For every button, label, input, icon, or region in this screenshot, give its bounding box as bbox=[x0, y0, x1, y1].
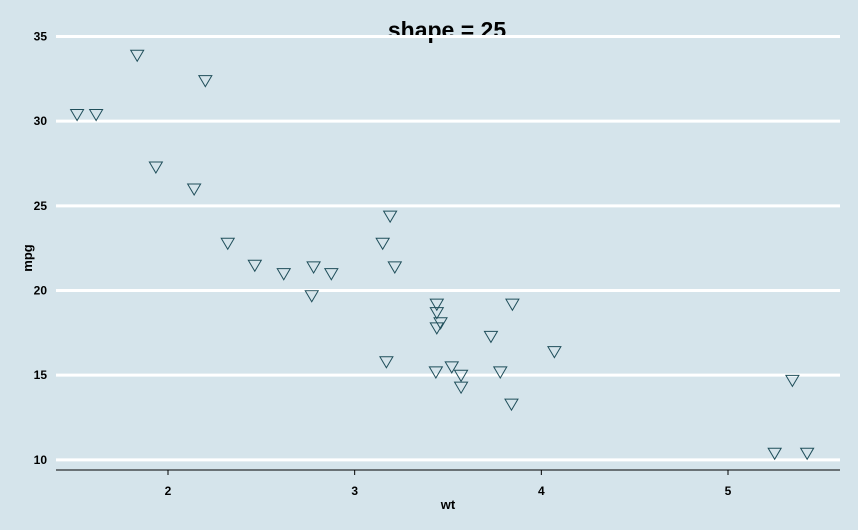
data-point-11 bbox=[547, 346, 562, 359]
data-point-7 bbox=[382, 210, 398, 224]
data-point-3 bbox=[387, 261, 403, 274]
data-point-25 bbox=[148, 161, 164, 175]
data-point-6 bbox=[453, 381, 469, 395]
data-point-22 bbox=[428, 366, 444, 379]
data-point-28 bbox=[379, 356, 394, 369]
x-tick-label-4: 4 bbox=[538, 484, 545, 498]
y-tick-label-35: 35 bbox=[34, 29, 48, 43]
y-axis-title: mpg bbox=[20, 244, 35, 272]
y-tick-label-10: 10 bbox=[34, 453, 48, 467]
data-point-29 bbox=[304, 290, 320, 303]
data-point-2 bbox=[220, 237, 236, 251]
data-point-17 bbox=[197, 75, 213, 88]
data-point-20 bbox=[247, 259, 263, 273]
y-tick-label-20: 20 bbox=[34, 283, 48, 297]
data-point-23 bbox=[504, 398, 519, 412]
x-axis-title: wt bbox=[440, 497, 456, 512]
data-point-9 bbox=[429, 298, 445, 312]
data-point-4 bbox=[429, 307, 445, 320]
data-point-15 bbox=[799, 447, 815, 461]
y-tick-label-15: 15 bbox=[34, 368, 48, 382]
data-point-31 bbox=[306, 261, 321, 274]
data-point-19 bbox=[129, 49, 145, 63]
data-point-12 bbox=[483, 330, 499, 344]
y-tick-label-30: 30 bbox=[34, 114, 48, 128]
data-point-18 bbox=[88, 108, 104, 122]
data-point-13 bbox=[492, 366, 508, 379]
data-points bbox=[69, 49, 815, 461]
data-point-8 bbox=[375, 237, 391, 251]
data-point-0 bbox=[276, 268, 292, 281]
data-point-1 bbox=[323, 268, 339, 281]
y-tick-label-25: 25 bbox=[34, 199, 48, 213]
x-tick-label-5: 5 bbox=[725, 484, 732, 498]
data-point-30 bbox=[453, 369, 469, 383]
data-point-16 bbox=[785, 374, 800, 388]
data-point-27 bbox=[69, 108, 85, 122]
data-point-24 bbox=[505, 298, 520, 312]
data-point-14 bbox=[767, 447, 783, 461]
data-point-26 bbox=[186, 183, 202, 197]
y-axis-ticks: 10 15 20 25 30 35 bbox=[34, 29, 48, 466]
x-tick-label-3: 3 bbox=[351, 484, 358, 498]
x-axis-ticks: 2 3 4 5 bbox=[165, 470, 732, 498]
chart-title: shape = 25 bbox=[388, 17, 506, 43]
grid-lines bbox=[56, 34, 840, 462]
data-point-10 bbox=[429, 322, 445, 335]
x-tick-label-2: 2 bbox=[165, 484, 172, 498]
data-point-21 bbox=[444, 361, 460, 374]
